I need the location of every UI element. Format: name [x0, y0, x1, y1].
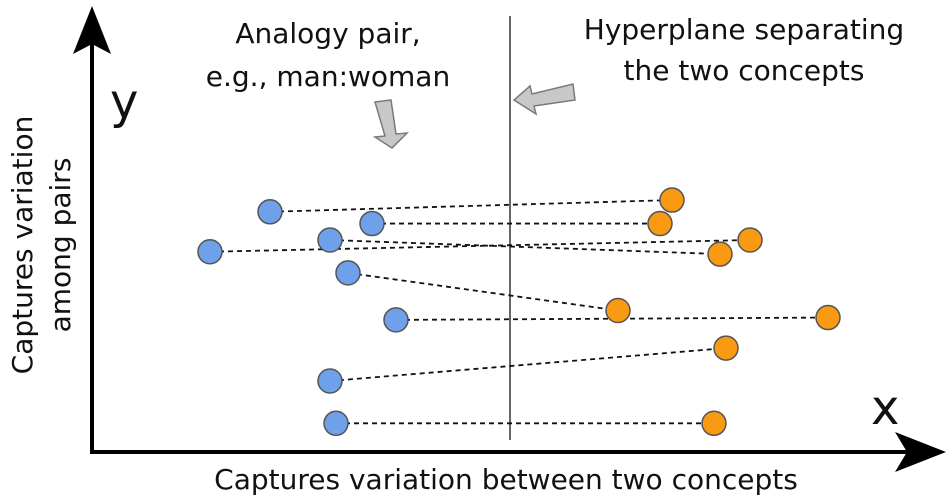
- concept-a-point: [335, 260, 361, 286]
- concept-b-point: [707, 241, 733, 267]
- concept-a-point: [323, 410, 349, 437]
- concept-a-point: [317, 227, 343, 253]
- y-axis-caption-line1: Captures variation: [6, 116, 39, 375]
- x-axis-arrowhead: [895, 432, 946, 472]
- concept-b-point: [659, 187, 685, 213]
- concept-b-point: [647, 210, 673, 237]
- concept-a-point: [257, 199, 283, 225]
- concept-b-point: [605, 297, 631, 324]
- pair-connector-line: [329, 239, 721, 255]
- concept-b-point: [815, 304, 841, 331]
- y-axis-caption-line2: among pairs: [44, 158, 77, 333]
- x-axis-caption: Captures variation between two concepts: [214, 463, 798, 496]
- pair-connector-line: [269, 199, 673, 213]
- y-axis-letter: y: [110, 74, 138, 130]
- analogy-label-line2: e.g., man:woman: [206, 60, 450, 93]
- concept-a-point: [197, 239, 223, 265]
- concept-b-point: [713, 335, 739, 361]
- pairs-group: [197, 187, 841, 437]
- analogy-label-line1: Analogy pair,: [235, 17, 420, 50]
- concept-a-point: [383, 307, 409, 333]
- analogy-callout-arrow: [372, 99, 409, 149]
- x-axis-letter: x: [871, 380, 899, 436]
- pair-connector-line: [347, 272, 619, 312]
- hyperplane-callout-arrow: [512, 83, 576, 116]
- y-axis-arrowhead: [73, 6, 111, 54]
- hyperplane-label-line2: the two concepts: [624, 54, 865, 87]
- hyperplane-label-line1: Hyperplane separating: [584, 13, 904, 46]
- pair-connector-line: [329, 347, 727, 382]
- concept-a-point: [317, 368, 343, 394]
- concept-b-point: [737, 227, 763, 253]
- pair-connector-line: [209, 239, 751, 253]
- concept-b-point: [701, 410, 727, 437]
- concept-a-point: [359, 210, 385, 237]
